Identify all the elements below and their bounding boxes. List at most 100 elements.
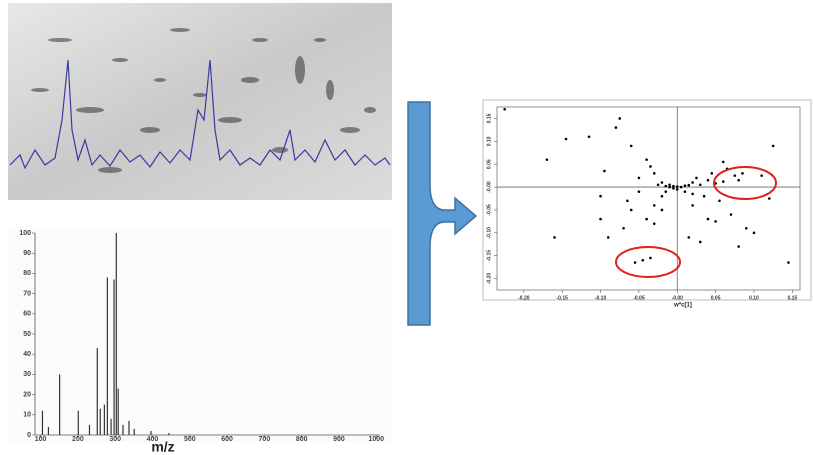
y-tick-label: 40: [23, 351, 31, 358]
y-tick-label: 100: [19, 230, 31, 237]
y-tick-label: -0.05: [486, 204, 492, 216]
point: [652, 222, 656, 225]
point: [714, 220, 717, 223]
gel-image: [8, 3, 392, 200]
point: [679, 185, 683, 189]
point: [637, 190, 641, 193]
x-tick-label: 1000: [368, 436, 384, 443]
point: [553, 236, 556, 239]
point: [664, 190, 668, 193]
x-tick-label: 400: [147, 436, 159, 443]
point: [637, 176, 641, 180]
point: [741, 172, 744, 175]
point: [545, 158, 549, 161]
point: [587, 135, 591, 139]
point: [737, 178, 740, 182]
point: [660, 181, 664, 184]
scatter-panel: [482, 99, 812, 301]
x-tick-label: 500: [184, 436, 196, 443]
highlight-ellipse: [713, 166, 777, 200]
y-tick-label: 0.05: [486, 159, 492, 169]
x-tick-label: 900: [333, 436, 345, 443]
point: [622, 226, 625, 230]
point: [649, 165, 652, 168]
x-tick-label: 200: [72, 436, 84, 443]
point: [652, 204, 656, 207]
x-tick-label: 0.10: [749, 295, 759, 301]
x-tick-label: -0.10: [595, 295, 607, 301]
point: [752, 231, 756, 235]
point: [633, 261, 637, 264]
x-tick-label: -0.05: [633, 295, 645, 301]
y-tick-label: 90: [23, 250, 31, 257]
point: [660, 208, 664, 212]
x-axis-label: w*c[1]: [673, 303, 692, 309]
point: [649, 256, 652, 260]
gel-trace: [9, 59, 391, 170]
point: [729, 213, 733, 216]
x-tick-label: 600: [221, 436, 233, 443]
point: [668, 185, 671, 189]
x-tick-label: -0.20: [518, 295, 530, 301]
gel-spots: [31, 28, 376, 173]
point: [691, 204, 694, 207]
point: [718, 199, 721, 203]
point: [656, 183, 660, 187]
y-tick-label: -0.00: [486, 181, 492, 193]
point: [706, 178, 710, 182]
y-tick-label: 0.15: [486, 113, 492, 123]
y-tick-label: 80: [23, 270, 31, 277]
y-tick-label: 20: [23, 391, 31, 398]
y-tick-label: 0.10: [486, 136, 492, 146]
point: [698, 240, 702, 244]
y-tick-label: -0.15: [486, 250, 492, 262]
y-tick-label: -0.20: [486, 273, 492, 285]
point: [675, 185, 679, 188]
x-tick-label: 0.05: [711, 295, 721, 301]
point: [687, 236, 691, 239]
x-tick-label: -0.15: [556, 295, 568, 301]
x-axis-label: m/z: [151, 439, 174, 455]
point: [626, 199, 629, 203]
point: [733, 174, 737, 177]
point: [614, 126, 618, 129]
point: [645, 158, 648, 161]
y-tick-label: 60: [23, 311, 31, 318]
point: [503, 107, 506, 111]
point: [664, 184, 668, 188]
point: [564, 137, 568, 141]
point: [760, 174, 763, 177]
point: [771, 144, 775, 148]
point: [618, 117, 622, 120]
point: [710, 172, 714, 175]
point: [645, 217, 648, 221]
highlight-ellipse: [615, 246, 681, 278]
plot-area: [496, 106, 801, 291]
spectrum-panel: [8, 228, 392, 442]
point: [683, 184, 687, 187]
y-tick-label: 50: [23, 331, 31, 338]
point: [691, 181, 694, 184]
point: [687, 183, 691, 187]
point: [698, 183, 702, 187]
point: [721, 160, 725, 164]
y-tick-label: -0.10: [486, 227, 492, 239]
point: [599, 194, 602, 198]
x-tick-label: 0.15: [787, 295, 797, 301]
x-tick-label: 100: [35, 436, 47, 443]
y-tick-label: 0: [27, 432, 31, 439]
point: [721, 180, 725, 183]
y-tick-label: 70: [23, 290, 31, 297]
x-tick-label: 300: [109, 436, 121, 443]
x-tick-label: 700: [259, 436, 271, 443]
y-tick-label: 30: [23, 371, 31, 378]
point: [672, 187, 675, 190]
point: [675, 188, 679, 191]
point: [660, 194, 664, 198]
point: [629, 144, 633, 148]
x-tick-label: 800: [296, 436, 308, 443]
point: [787, 261, 790, 264]
point: [695, 176, 698, 180]
gel-background: [8, 3, 392, 200]
